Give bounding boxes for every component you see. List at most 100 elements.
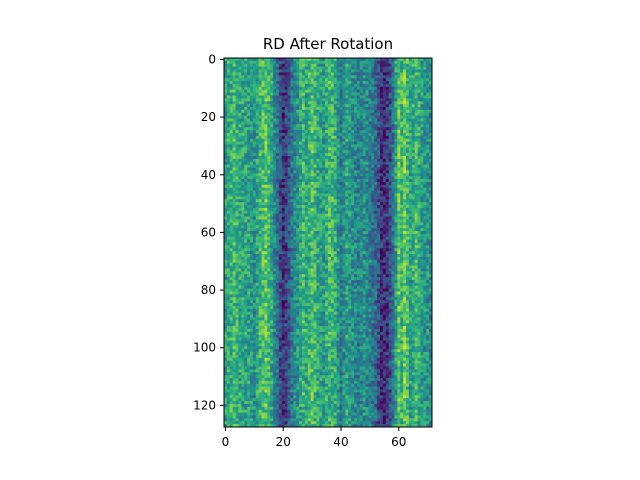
heatmap-cell [284,95,288,99]
heatmap-cell [299,107,303,111]
heatmap-cell [406,92,410,96]
heatmap-cell [290,101,294,105]
heatmap-cell [316,104,320,108]
heatmap-cell [374,121,378,125]
heatmap-cell [322,66,326,70]
heatmap-cell [313,78,317,82]
heatmap-cell [238,213,242,217]
heatmap-cell [429,86,433,91]
heatmap-cell [229,63,234,67]
heatmap-cell [380,216,384,220]
heatmap-cell [388,190,392,194]
heatmap-cell [293,242,297,246]
heatmap-cell [400,248,404,252]
heatmap-cell [333,141,338,145]
heatmap-cell [336,239,340,243]
heatmap-cell [351,153,355,157]
heatmap-cell [325,199,329,203]
heatmap-cell [307,141,312,145]
heatmap-cell [276,190,280,194]
heatmap-cell [244,124,248,128]
heatmap-cell [304,138,309,142]
heatmap-cell [244,107,248,111]
heatmap-cell [394,130,398,134]
heatmap-cell [258,190,262,194]
heatmap-cell [420,236,424,240]
heatmap-cell [417,150,421,154]
heatmap-cell [255,135,260,140]
heatmap-cell [377,60,381,65]
heatmap-cell [304,219,309,223]
heatmap-cell [244,158,248,163]
heatmap-cell [330,236,335,240]
heatmap-cell [284,184,288,189]
heatmap-cell [267,256,271,261]
heatmap-cell [238,141,242,145]
heatmap-cell [264,78,268,82]
heatmap-cell [267,161,271,166]
heatmap-cell [278,115,283,119]
heatmap-cell [394,95,398,99]
heatmap-cell [426,141,430,145]
heatmap-cell [258,158,262,163]
heatmap-cell [229,153,234,157]
heatmap-cell [351,118,355,122]
heatmap-cell [284,213,288,217]
heatmap-cell [325,101,329,105]
heatmap-cell [255,179,260,183]
heatmap-cell [290,228,294,232]
heatmap-cell [264,124,268,128]
heatmap-cell [429,196,433,200]
heatmap-cell [377,144,381,148]
heatmap-cell [400,239,404,243]
heatmap-cell [371,161,375,166]
heatmap-cell [429,228,433,232]
heatmap-cell [429,150,433,154]
heatmap-cell [339,153,343,157]
heatmap-cell [339,63,343,67]
heatmap-cell [278,121,283,125]
heatmap-cell [267,219,271,223]
heatmap-cells [224,58,433,428]
heatmap-cell [313,124,317,128]
heatmap-cell [330,242,335,246]
heatmap-cell [232,242,236,246]
heatmap-cell [362,251,366,255]
heatmap-cell [351,219,355,223]
heatmap-cell [238,135,242,140]
heatmap-cell [354,147,358,151]
heatmap-cell [310,233,314,238]
heatmap-cell [267,190,271,194]
heatmap-cell [290,164,294,168]
heatmap-cell [411,245,416,249]
heatmap-cell [403,196,407,200]
heatmap-cell [281,199,286,203]
heatmap-cell [406,138,410,142]
heatmap-cell [281,147,286,151]
heatmap-cell [356,242,361,246]
heatmap-cell [426,135,430,140]
heatmap-cell [429,109,433,114]
heatmap-cell [255,156,260,160]
heatmap-cell [232,121,236,125]
heatmap-cell [408,245,413,249]
heatmap-cell [316,121,320,125]
heatmap-cell [232,254,236,258]
heatmap-cell [273,127,277,131]
heatmap-cell [264,141,268,145]
heatmap-cell [374,150,378,154]
heatmap-cell [385,138,390,142]
heatmap-cell [316,109,320,114]
heatmap-cell [307,187,312,191]
heatmap-cell [426,173,430,177]
heatmap-cell [345,63,349,67]
heatmap-cell [284,109,288,114]
heatmap-cell [423,199,427,203]
heatmap-cell [365,118,369,122]
heatmap-cell [391,254,395,258]
heatmap-cell [264,230,268,235]
heatmap-cell [267,222,271,226]
heatmap-cell [322,132,326,137]
heatmap-cell [339,95,343,99]
heatmap-cell [296,164,300,168]
